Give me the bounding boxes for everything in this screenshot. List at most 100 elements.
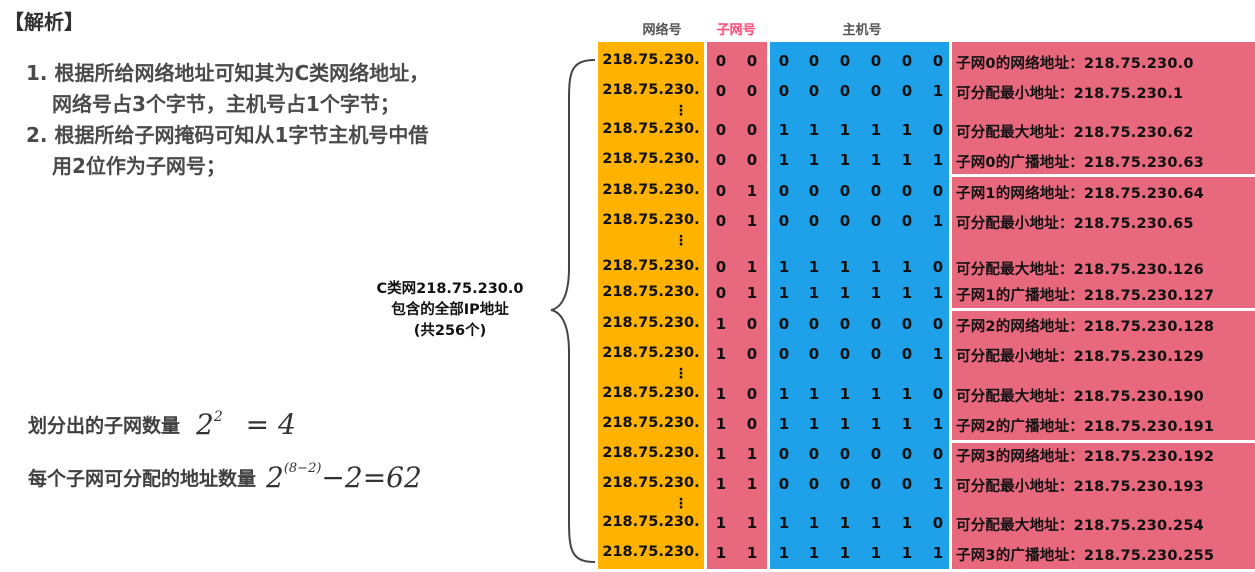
host-bit: 0	[808, 212, 820, 230]
network-prefix: 218.75.230.	[602, 345, 700, 361]
host-bit: 1	[778, 544, 790, 562]
host-bit: 1	[932, 415, 944, 433]
host-bit: 1	[778, 514, 790, 532]
address-label: 子网1的广播地址：218.75.230.127	[956, 288, 1215, 304]
address-label: 可分配最小地址：218.75.230.129	[956, 349, 1204, 365]
host-bit: 1	[901, 284, 913, 302]
host-bit: 1	[778, 415, 790, 433]
address-label: 子网2的广播地址：218.75.230.191	[956, 419, 1215, 435]
subnet-count-base: 2	[196, 407, 214, 441]
host-bit: 0	[901, 345, 913, 363]
host-bit: 0	[778, 52, 790, 70]
host-bit: 1	[870, 544, 882, 562]
host-bit: 0	[870, 315, 882, 333]
host-bit: 1	[901, 385, 913, 403]
address-label: 可分配最大地址：218.75.230.254	[956, 518, 1204, 534]
host-bit: 1	[778, 151, 790, 169]
brace-label-line-3: (共256个)	[413, 323, 487, 339]
host-bit: 1	[808, 151, 820, 169]
network-prefix: 218.75.230.	[602, 82, 700, 98]
host-bit: 1	[839, 415, 851, 433]
host-bit: 0	[808, 182, 820, 200]
host-bit: 0	[808, 315, 820, 333]
subnet-group-separator	[952, 174, 1255, 177]
host-bit: 1	[901, 258, 913, 276]
network-id-band	[598, 42, 704, 569]
host-bit: 1	[870, 284, 882, 302]
network-prefix: 218.75.230.	[602, 284, 700, 300]
brace-label: C类网218.75.230.0 包含的全部IP地址 (共256个)	[355, 279, 545, 342]
subnet-bit: 1	[746, 475, 758, 493]
subnet-bit: 1	[746, 284, 758, 302]
vertical-ellipsis-icon: · · ·	[678, 492, 684, 516]
address-count-formula: 每个子网可分配的地址数量 2(8−2)−2=62	[28, 454, 422, 500]
host-bit: 0	[932, 445, 944, 463]
host-bit: 0	[778, 182, 790, 200]
host-bit: 1	[870, 514, 882, 532]
brace-label-line-1: C类网218.75.230.0	[376, 281, 524, 297]
host-bit: 0	[901, 82, 913, 100]
host-bit: 1	[808, 514, 820, 532]
host-bit: 0	[839, 445, 851, 463]
host-bit: 0	[870, 212, 882, 230]
subnet-bit: 1	[746, 514, 758, 532]
host-bit: 1	[870, 151, 882, 169]
host-bit: 1	[932, 284, 944, 302]
network-prefix: 218.75.230.	[602, 52, 700, 68]
analysis-point-1-line-2: 网络号占3个字节，主机号占1个字节；	[52, 92, 400, 116]
subnet-bit: 0	[746, 315, 758, 333]
network-prefix: 218.75.230.	[602, 514, 700, 530]
host-bit: 1	[870, 258, 882, 276]
subnet-group-separator	[952, 440, 1255, 443]
host-bit: 0	[901, 475, 913, 493]
subnet-count-result: = 4	[245, 407, 296, 441]
host-bit: 1	[901, 121, 913, 139]
subnet-bit: 1	[715, 514, 727, 532]
address-label: 可分配最小地址：218.75.230.193	[956, 479, 1204, 495]
host-bit: 1	[839, 544, 851, 562]
address-label: 子网0的广播地址：218.75.230.63	[956, 155, 1204, 171]
subnet-bit: 0	[715, 212, 727, 230]
host-bit: 1	[932, 212, 944, 230]
host-bit: 1	[901, 544, 913, 562]
subnet-bit: 1	[746, 445, 758, 463]
host-id-band	[770, 42, 949, 569]
address-label: 可分配最大地址：218.75.230.190	[956, 389, 1204, 405]
network-prefix: 218.75.230.	[602, 182, 700, 198]
network-prefix: 218.75.230.	[602, 385, 700, 401]
subnet-bit: 1	[746, 182, 758, 200]
subnet-bit: 0	[746, 345, 758, 363]
host-bit: 0	[778, 212, 790, 230]
host-bit: 0	[932, 258, 944, 276]
subnet-bit: 0	[715, 284, 727, 302]
host-bit: 1	[870, 415, 882, 433]
host-bit: 0	[870, 182, 882, 200]
host-bit: 1	[839, 258, 851, 276]
host-bit: 1	[778, 284, 790, 302]
subnet-bit: 1	[746, 544, 758, 562]
curly-brace	[550, 59, 596, 563]
address-label: 子网3的广播地址：218.75.230.255	[956, 548, 1215, 564]
host-bit: 1	[808, 415, 820, 433]
host-bit: 1	[870, 385, 882, 403]
host-bit: 0	[932, 385, 944, 403]
address-count-label: 每个子网可分配的地址数量	[28, 467, 257, 490]
network-prefix: 218.75.230.	[602, 415, 700, 431]
subnet-bit: 0	[746, 151, 758, 169]
subnet-bit: 0	[715, 182, 727, 200]
network-prefix: 218.75.230.	[602, 315, 700, 331]
subnet-count-label: 划分出的子网数量	[28, 414, 181, 437]
subnet-bit: 0	[715, 151, 727, 169]
address-label: 可分配最小地址：218.75.230.1	[956, 86, 1184, 102]
address-label: 可分配最大地址：218.75.230.126	[956, 262, 1204, 278]
host-bit: 1	[932, 345, 944, 363]
address-count-base: 2	[266, 460, 284, 494]
host-bit: 1	[808, 385, 820, 403]
subnet-bit: 1	[746, 212, 758, 230]
subnet-bit: 0	[746, 121, 758, 139]
analysis-point-2-line-1: 2. 根据所给子网掩码可知从1字节主机号中借	[26, 123, 429, 147]
header-host-id: 主机号	[842, 23, 882, 38]
host-bit: 0	[778, 445, 790, 463]
subnet-bit: 0	[746, 52, 758, 70]
host-bit: 1	[901, 514, 913, 532]
